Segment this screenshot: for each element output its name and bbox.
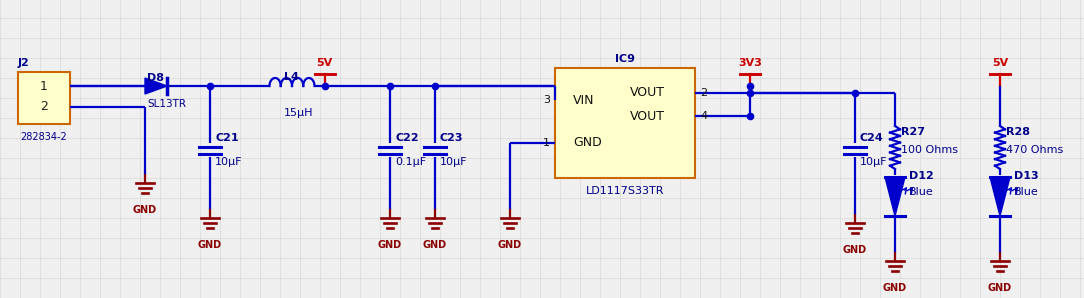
Text: IC9: IC9	[615, 54, 635, 64]
Text: 5V: 5V	[317, 58, 333, 68]
Text: LD1117S33TR: LD1117S33TR	[585, 186, 664, 196]
Text: 5V: 5V	[992, 58, 1008, 68]
Text: VIN: VIN	[573, 94, 594, 106]
Text: SL13TR: SL13TR	[147, 99, 186, 109]
Text: 1: 1	[543, 138, 550, 148]
Text: 10μF: 10μF	[215, 157, 243, 167]
FancyBboxPatch shape	[18, 72, 70, 124]
Text: 0.1μF: 0.1μF	[395, 157, 426, 167]
Polygon shape	[990, 177, 1010, 216]
Text: 100 Ohms: 100 Ohms	[901, 145, 958, 155]
Text: 282834-2: 282834-2	[21, 132, 67, 142]
Text: GND: GND	[843, 245, 867, 255]
FancyBboxPatch shape	[555, 68, 695, 178]
Text: C22: C22	[395, 133, 418, 143]
Text: GND: GND	[573, 136, 602, 150]
Text: D8: D8	[147, 73, 164, 83]
Text: Blue: Blue	[1014, 187, 1038, 197]
Text: J2: J2	[18, 58, 29, 68]
Text: R27: R27	[901, 127, 925, 137]
Text: GND: GND	[988, 283, 1012, 293]
Text: 10μF: 10μF	[440, 157, 467, 167]
Text: 470 Ohms: 470 Ohms	[1006, 145, 1063, 155]
Text: D13: D13	[1014, 171, 1038, 181]
Text: VOUT: VOUT	[630, 86, 664, 100]
Text: C24: C24	[860, 133, 883, 143]
Text: C21: C21	[215, 133, 238, 143]
Text: C23: C23	[440, 133, 464, 143]
Text: 4: 4	[700, 111, 707, 121]
Text: 1: 1	[40, 80, 48, 92]
Text: 3V3: 3V3	[738, 58, 762, 68]
Polygon shape	[885, 177, 905, 216]
Text: GND: GND	[498, 240, 522, 250]
Text: R28: R28	[1006, 127, 1030, 137]
Text: GND: GND	[883, 283, 907, 293]
Text: VOUT: VOUT	[630, 109, 664, 122]
Text: 15μH: 15μH	[284, 108, 313, 118]
Text: L4: L4	[284, 72, 299, 82]
Text: GND: GND	[378, 240, 402, 250]
Text: D12: D12	[909, 171, 933, 181]
Text: GND: GND	[133, 205, 157, 215]
Text: 10μF: 10μF	[860, 157, 888, 167]
Polygon shape	[145, 78, 167, 94]
Text: 2: 2	[700, 88, 707, 98]
Text: GND: GND	[423, 240, 447, 250]
Text: GND: GND	[198, 240, 222, 250]
Text: 3: 3	[543, 95, 550, 105]
Text: Blue: Blue	[909, 187, 933, 197]
Text: 2: 2	[40, 100, 48, 114]
